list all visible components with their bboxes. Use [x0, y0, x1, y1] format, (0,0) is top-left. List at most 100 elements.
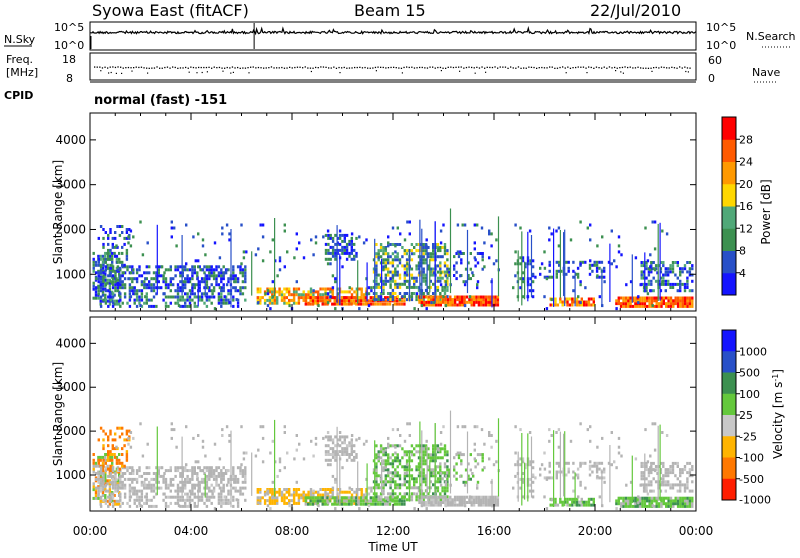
power-cell [436, 288, 440, 292]
velocity-cell [297, 499, 301, 503]
velocity-cell [186, 469, 189, 473]
power-cell [99, 286, 103, 290]
velocity-cell [446, 450, 449, 454]
power-cell [104, 301, 108, 305]
velocity-cell [453, 465, 456, 469]
velocity-cell [676, 483, 679, 487]
velocity-cell [271, 488, 274, 491]
power-cell [116, 260, 119, 264]
power-cell [539, 272, 542, 276]
power-cell [472, 300, 476, 304]
freq-dot [660, 66, 663, 68]
velocity-cell [512, 486, 515, 490]
power-cell [188, 301, 192, 305]
power-cell [92, 266, 95, 270]
velocity-cell [256, 488, 259, 491]
power-cell [398, 298, 402, 302]
velocity-cell [217, 483, 221, 487]
power-cell [576, 275, 580, 279]
velocity-cell [422, 498, 425, 502]
power-cell [191, 292, 194, 296]
velocity-cell [355, 438, 358, 442]
power-cell [442, 295, 445, 299]
velocity-cell [160, 486, 163, 490]
power-cell [285, 296, 288, 300]
velocity-cell [643, 504, 647, 508]
power-cell [97, 296, 100, 300]
velocity-cell [222, 501, 225, 505]
power-cell [423, 295, 426, 299]
velocity-cell [198, 480, 201, 484]
power-cell [387, 258, 390, 262]
power-cell [593, 260, 596, 264]
power-cell [205, 265, 209, 269]
power-cell [487, 295, 490, 299]
velocity-cell [290, 499, 293, 503]
power-cell [432, 298, 435, 302]
freq-dot [611, 67, 613, 69]
power-cell [102, 298, 105, 302]
velocity-cell [116, 469, 120, 473]
velocity-cell [232, 466, 235, 470]
power-cell [203, 301, 206, 305]
nave-dot [100, 70, 102, 72]
power-cell [481, 255, 484, 259]
power-cell [108, 251, 112, 255]
velocity-cell [394, 451, 397, 455]
power-cell [422, 255, 425, 259]
power-cell [654, 279, 658, 283]
velocity-cell [437, 498, 440, 502]
velocity-cell [592, 497, 595, 501]
velocity-cell [405, 468, 409, 472]
velocity-cell [316, 499, 319, 503]
velocity-cell [341, 435, 344, 439]
power-cell [683, 267, 687, 271]
power-cell [125, 257, 129, 261]
velocity-cell [148, 504, 151, 508]
velocity-cell [228, 439, 231, 443]
power-cell [227, 277, 230, 281]
power-cell [476, 280, 480, 284]
power-cell [334, 307, 337, 311]
velocity-cell [107, 450, 110, 454]
velocity-cell [495, 439, 498, 443]
power-cell [133, 289, 136, 293]
power-colorbar-title: Power [dB] [759, 179, 773, 244]
velocity-cell [196, 495, 199, 499]
velocity-cell [338, 438, 342, 442]
freq-dot [676, 67, 678, 69]
power-cell [629, 304, 632, 308]
nave-dot [401, 72, 403, 74]
power-cell [398, 292, 402, 295]
velocity-cell [133, 489, 136, 493]
power-cell [686, 296, 689, 300]
freq-dot [276, 67, 278, 69]
velocity-cell [309, 499, 312, 503]
velocity-cell [422, 468, 425, 472]
velocity-cell [152, 489, 156, 493]
power-cell [550, 298, 553, 302]
power-cell [387, 261, 390, 265]
power-cell [319, 287, 322, 291]
power-cell [391, 288, 395, 292]
velocity-cell [280, 490, 284, 494]
freq-dot [127, 66, 130, 69]
power-cell [106, 263, 109, 267]
power-cell [331, 254, 335, 258]
velocity-cell [292, 493, 296, 497]
velocity-cell [398, 459, 402, 463]
power-cell [641, 299, 644, 303]
velocity-cell [353, 490, 356, 494]
power-cell [429, 252, 432, 256]
power-cell [152, 283, 156, 287]
freq-dot [333, 66, 335, 68]
power-cell [118, 251, 121, 255]
power-cell [278, 259, 282, 263]
power-cell [355, 254, 358, 258]
nave-dot [222, 70, 224, 72]
velocity-cell [456, 451, 460, 455]
power-cell [164, 280, 168, 284]
power-cell [462, 252, 465, 255]
velocity-cell [660, 504, 663, 508]
velocity-cell [662, 477, 665, 481]
